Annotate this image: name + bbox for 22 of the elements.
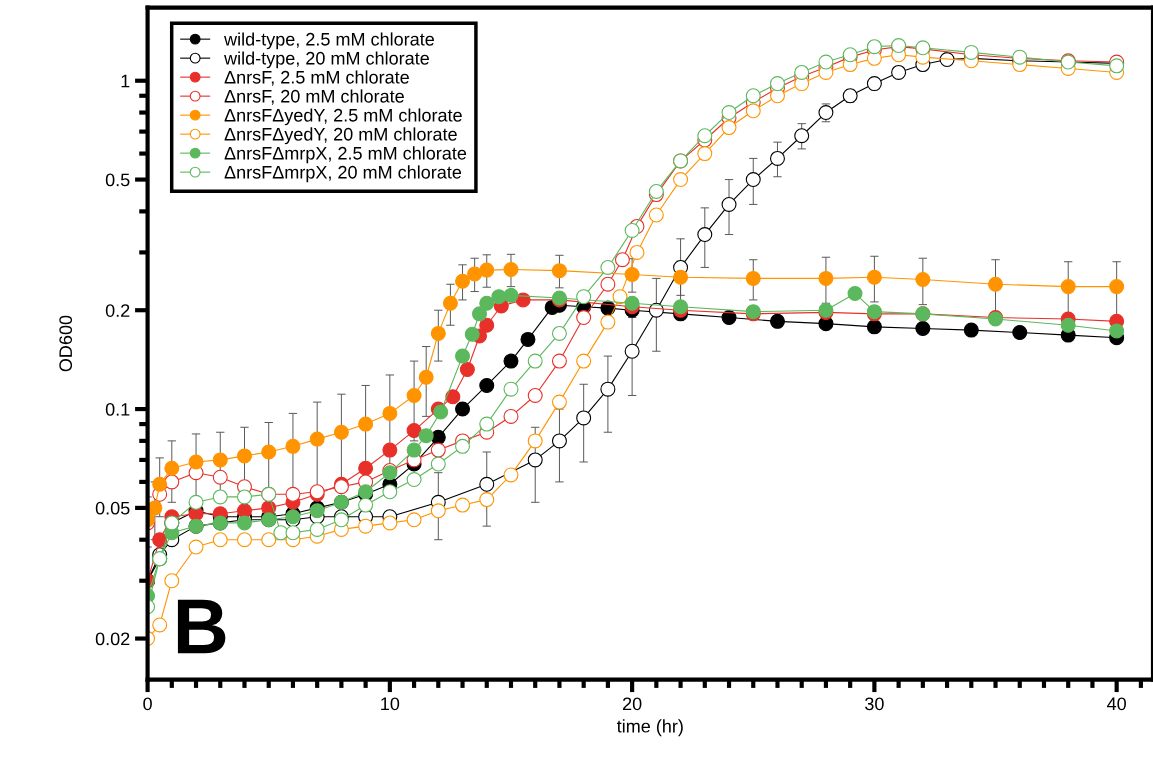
y-tick-label: 0.2 [105,304,130,317]
legend-label: ΔnrsFΔyedY, 20 mM chlorate [224,127,457,145]
annotation: B [177,599,226,654]
legend-label: ΔnrsFΔmrpX, 2.5 mM chlorate [224,146,467,164]
x-tick-label: 30 [865,697,884,711]
y-tick-label: 0.5 [105,173,130,187]
y-tick-label: 0.1 [105,403,130,416]
x-tick-label: 0 [143,697,152,711]
legend-label: wild-type, 20 mM chlorate [224,51,429,69]
legend-label: ΔnrsF, 2.5 mM chlorate [224,70,409,86]
y-tick-label: 1 [121,74,130,88]
y-tick-label: 0.05 [95,501,130,515]
legend-label: ΔnrsF, 20 mM chlorate [224,89,404,105]
legend-label: ΔnrsFΔmrpX, 20 mM chlorate [224,165,462,183]
x-tick-label: 20 [622,697,642,711]
x-axis-title: time (hr) [616,719,683,737]
x-tick-label: 10 [381,697,400,711]
y-tick-label: 0.02 [95,632,130,646]
y-axis-title: OD600 [59,315,73,372]
legend-label: ΔnrsFΔyedY, 2.5 mM chlorate [224,108,462,126]
x-tick-label: 40 [1107,697,1126,711]
legend-label: wild-type, 2.5 mM chlorate [224,32,434,50]
